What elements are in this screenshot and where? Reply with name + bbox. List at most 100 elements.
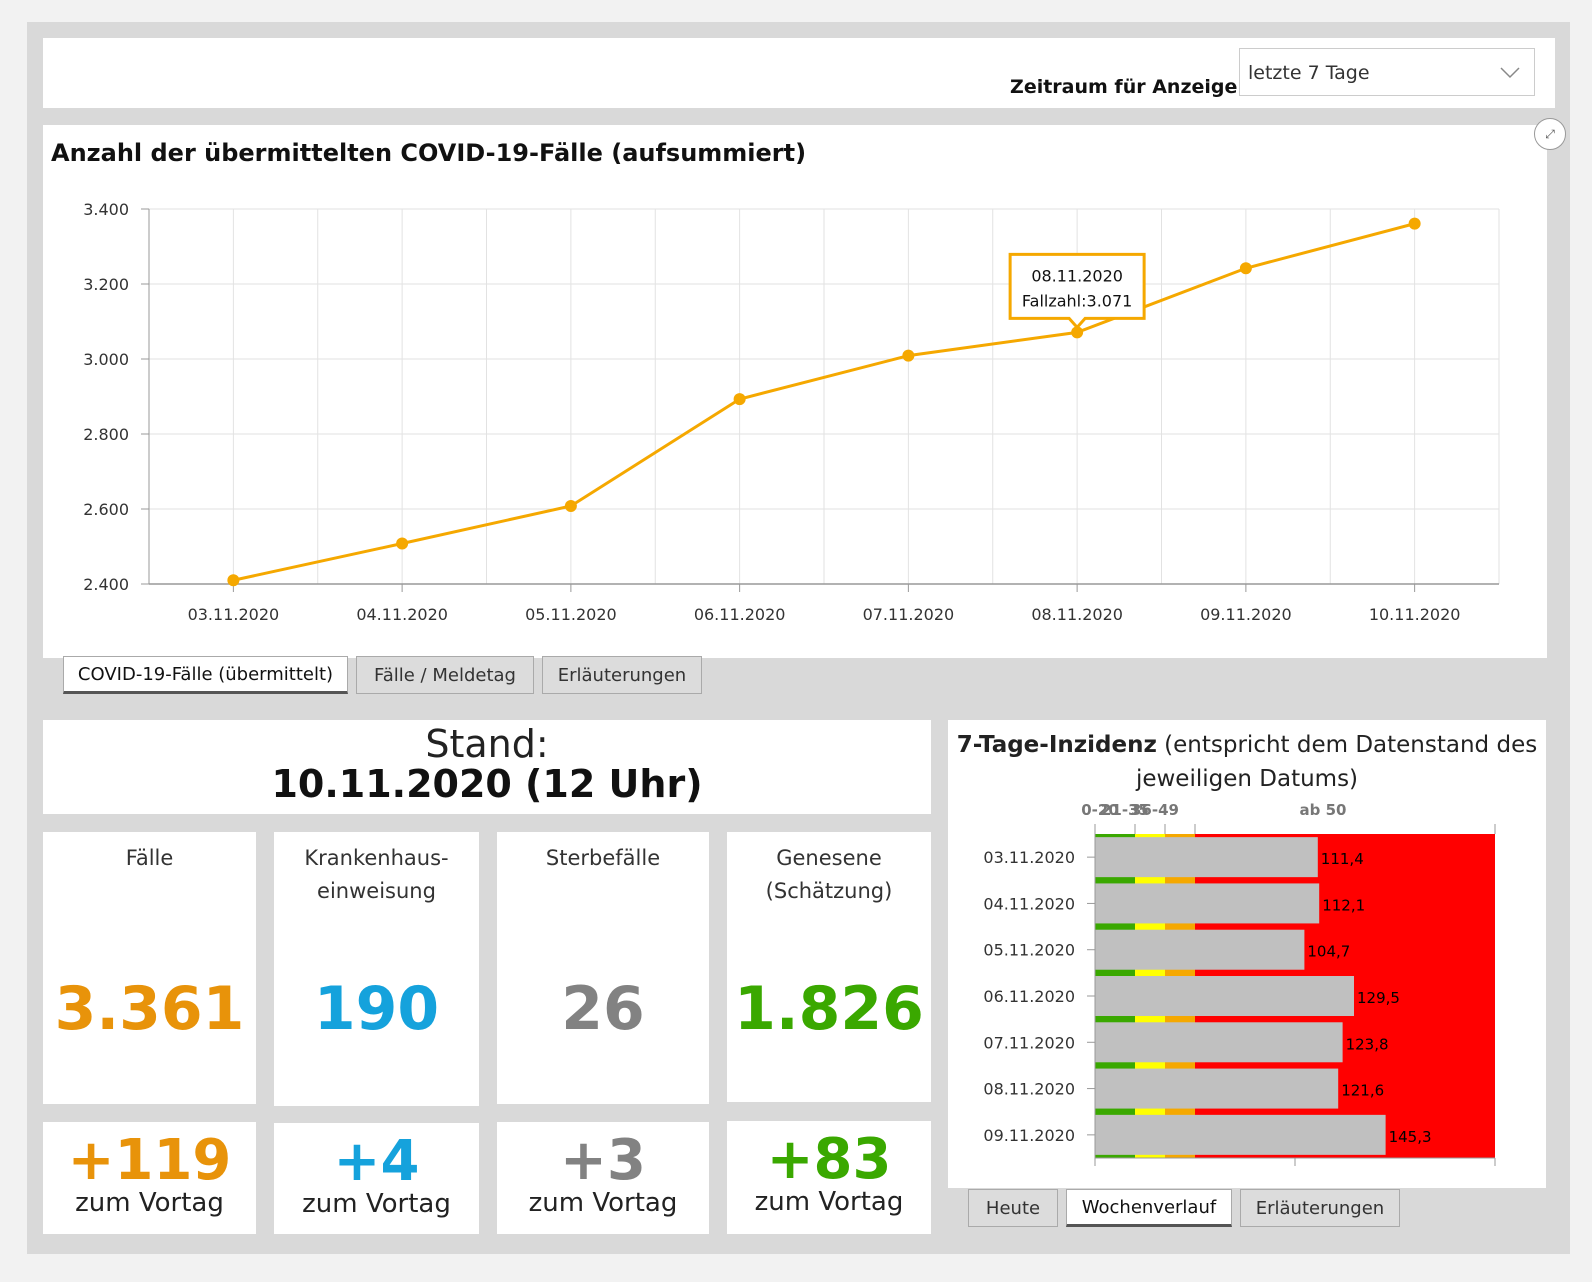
card-sterbefaelle-value: 26 — [561, 974, 645, 1044]
delta-krankenhaus: +4 zum Vortag — [274, 1123, 479, 1234]
band-label: 21-35 — [1101, 801, 1149, 819]
bar-value-label: 121,6 — [1341, 1082, 1384, 1100]
tooltip-date: 08.11.2020 — [1031, 266, 1123, 285]
bar — [1095, 929, 1305, 970]
tab-covid-faelle[interactable]: COVID-19-Fälle (übermittelt) — [63, 656, 348, 694]
tooltip-value: Fallzahl:3.071 — [1022, 291, 1132, 310]
x-tick-label: 06.11.2020 — [694, 605, 786, 624]
card-krankenhaus-value: 190 — [313, 974, 440, 1044]
y-tick-label: 3.200 — [83, 275, 129, 294]
delta-genesene-label: zum Vortag — [754, 1187, 904, 1217]
y-tick-label: 2.600 — [83, 500, 129, 519]
filter-label: Zeitraum für Anzeige: — [1010, 76, 1245, 98]
tab-inz-erlaeuterungen-label: Erläuterungen — [1255, 1197, 1385, 1219]
bar-value-label: 111,4 — [1321, 850, 1364, 868]
bar — [1095, 976, 1354, 1016]
cases-chart-panel: Anzahl der übermittelten COVID-19-Fälle … — [43, 125, 1547, 658]
card-faelle-value: 3.361 — [54, 974, 245, 1044]
category-label: 06.11.2020 — [983, 987, 1075, 1006]
x-tick-label: 08.11.2020 — [1031, 605, 1123, 624]
delta-sterbefaelle: +3 zum Vortag — [497, 1122, 709, 1234]
tab-faelle-meldetag[interactable]: Fälle / Meldetag — [356, 656, 534, 694]
delta-genesene-value: +83 — [766, 1127, 892, 1192]
y-tick-label: 2.800 — [83, 425, 129, 444]
data-point — [1408, 217, 1421, 230]
band-label: 36-49 — [1131, 801, 1179, 819]
data-point — [1071, 326, 1084, 339]
card-faelle-title: Fälle — [125, 846, 174, 870]
bar — [1095, 1114, 1386, 1155]
tab-wochenverlauf-label: Wochenverlauf — [1081, 1196, 1217, 1218]
data-point — [564, 500, 577, 512]
delta-sterbefaelle-value: +3 — [560, 1128, 646, 1193]
delta-faelle-value: +119 — [67, 1128, 232, 1193]
period-select-value: letzte 7 Tage — [1248, 62, 1370, 84]
bar-value-label: 104,7 — [1307, 943, 1350, 961]
tab-heute-label: Heute — [985, 1197, 1041, 1219]
delta-sterbefaelle-label: zum Vortag — [528, 1188, 678, 1218]
cases-line-chart: 2.400 2.600 2.800 3.000 3.200 3.400 03.11.2020… — [83, 200, 1500, 624]
card-krankenhaus: Krankenhaus-einweisung 190 — [274, 832, 479, 1106]
tooltip-box — [1008, 252, 1146, 330]
category-label: 04.11.2020 — [983, 894, 1075, 913]
y-tick-label: 2.400 — [83, 575, 129, 594]
data-point — [902, 349, 915, 362]
tab-erlaeuterungen[interactable]: Erläuterungen — [542, 656, 702, 694]
card-genesene-title: Genesene (Schätzung) — [765, 846, 893, 903]
period-select[interactable]: letzte 7 Tage — [1239, 48, 1535, 96]
category-label: 03.11.2020 — [983, 848, 1075, 867]
data-point — [227, 574, 240, 587]
card-krankenhaus-title: Krankenhaus-einweisung — [304, 846, 449, 903]
data-point — [396, 537, 409, 550]
bar — [1095, 837, 1318, 878]
category-label: 07.11.2020 — [983, 1033, 1075, 1052]
band-label: 0-20 — [1081, 801, 1119, 819]
x-tick-label: 03.11.2020 — [188, 605, 280, 624]
dashboard-frame: Zeitraum für Anzeige: letzte 7 Tage Anza… — [27, 22, 1570, 1254]
x-tick-label: 07.11.2020 — [863, 605, 955, 624]
delta-krankenhaus-value: +4 — [333, 1129, 420, 1194]
card-faelle: Fälle 3.361 — [43, 832, 256, 1104]
stand-panel: Stand: 10.11.2020 (12 Uhr) — [43, 720, 931, 814]
filter-bar: Zeitraum für Anzeige: letzte 7 Tage — [43, 38, 1555, 108]
delta-faelle-label: zum Vortag — [75, 1188, 224, 1218]
tab-inz-erlaeuterungen[interactable]: Erläuterungen — [1240, 1189, 1400, 1227]
category-label: 08.11.2020 — [983, 1080, 1075, 1099]
y-tick-label: 3.400 — [83, 200, 129, 219]
data-point — [1239, 262, 1252, 275]
category-label: 09.11.2020 — [983, 1126, 1075, 1145]
stand-date: 10.11.2020 (12 Uhr) — [271, 762, 703, 806]
category-label: 05.11.2020 — [983, 941, 1075, 960]
x-tick-label: 10.11.2020 — [1369, 605, 1461, 624]
x-tick-label: 09.11.2020 — [1200, 605, 1292, 624]
card-genesene: Genesene (Schätzung) 1.826 — [727, 832, 931, 1102]
tab-faelle-meldetag-label: Fälle / Meldetag — [374, 664, 516, 686]
delta-faelle: +119 zum Vortag — [43, 1122, 256, 1234]
inzidenz-title: 7-Tage-Inzidenz (entspricht dem Datensta… — [956, 732, 1538, 792]
expand-icon[interactable]: ⤢ — [1534, 118, 1566, 150]
card-sterbefaelle-title: Sterbefälle — [545, 846, 661, 870]
tooltip: 08.11.2020 Fallzahl:3.071 — [1008, 252, 1146, 330]
y-tick-label: 3.000 — [83, 350, 129, 369]
data-point — [733, 393, 746, 406]
tab-covid-faelle-label: COVID-19-Fälle (übermittelt) — [77, 663, 334, 685]
chevron-down-icon — [1500, 67, 1520, 79]
delta-genesene: +83 zum Vortag — [727, 1121, 931, 1234]
bar-value-label: 129,5 — [1357, 989, 1400, 1007]
card-genesene-value: 1.826 — [734, 974, 924, 1044]
bar-value-label: 112,1 — [1322, 896, 1365, 914]
band-label: ab 50 — [1300, 801, 1347, 819]
bar — [1095, 1022, 1343, 1063]
bar-value-label: 145,3 — [1389, 1128, 1432, 1146]
card-sterbefaelle: Sterbefälle 26 — [497, 832, 709, 1104]
chart-title: Anzahl der übermittelten COVID-19-Fälle … — [51, 139, 807, 167]
x-tick-label: 04.11.2020 — [356, 605, 448, 624]
tab-wochenverlauf[interactable]: Wochenverlauf — [1066, 1189, 1232, 1227]
tab-heute[interactable]: Heute — [968, 1189, 1058, 1227]
bar — [1095, 1068, 1339, 1109]
x-tick-label: 05.11.2020 — [525, 605, 617, 624]
bar — [1095, 883, 1320, 924]
series-line — [233, 222, 1416, 582]
bar-value-label: 123,8 — [1346, 1035, 1389, 1053]
